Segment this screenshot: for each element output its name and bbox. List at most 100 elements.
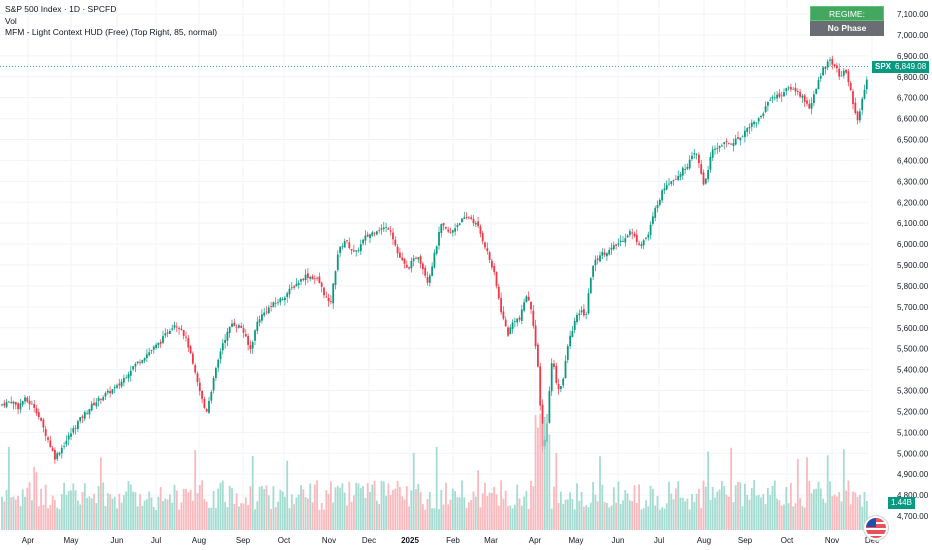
candle-body (334, 271, 337, 285)
candle-body (171, 328, 174, 330)
volume-bar (767, 487, 769, 530)
volume-bar (332, 502, 335, 530)
volume-bar (3, 501, 6, 530)
volume-bar (649, 485, 652, 530)
volume-value-tag: 1.44B (888, 497, 915, 509)
candle-body (509, 327, 512, 335)
candle-body (382, 227, 385, 230)
candle-body (26, 397, 29, 402)
candle-body (350, 248, 353, 251)
candle-body (54, 450, 56, 460)
volume-bar (83, 483, 86, 530)
candle-body (525, 296, 528, 303)
volume-bar (645, 500, 647, 530)
volume-bar (557, 502, 560, 530)
candle-body (371, 232, 374, 236)
volume-bar (37, 506, 40, 530)
volume-bar (187, 492, 190, 530)
candle-body (88, 409, 91, 415)
candle-body (8, 401, 10, 403)
candle-body (366, 234, 369, 237)
volume-bar (520, 505, 523, 530)
volume-bar (831, 496, 834, 530)
volume-bar (500, 480, 502, 530)
candle-body (495, 272, 498, 286)
candle-body (111, 389, 114, 394)
volume-bar (592, 481, 594, 530)
volume-bar (428, 491, 431, 530)
candle-body (746, 128, 749, 132)
candle-body (826, 61, 829, 68)
y-tick-label: 6,300.00 (897, 177, 929, 186)
volume-bar (826, 455, 829, 530)
volume-bar (803, 507, 806, 530)
volume-bar (272, 486, 275, 530)
candle-body (633, 233, 636, 237)
candle-body (373, 232, 376, 234)
y-tick-label: 5,000.00 (897, 449, 929, 458)
candle-body (81, 416, 84, 418)
candle-body (564, 360, 567, 379)
candle-body (665, 184, 668, 190)
candle-body (198, 382, 201, 392)
candle-body (608, 249, 611, 255)
volume-bar (97, 485, 100, 530)
volume-bar (472, 491, 475, 530)
volume-bar (201, 480, 203, 530)
volume-bar (652, 488, 654, 530)
symbol-title[interactable]: S&P 500 Index · 1D · SPCFD (5, 4, 117, 14)
volume-bar (378, 503, 381, 530)
candle-body (631, 232, 634, 234)
candle-body (730, 143, 732, 145)
volume-bar (408, 506, 410, 530)
candle-body (63, 445, 65, 447)
volume-bar (316, 480, 318, 530)
candle-body (757, 118, 760, 122)
volume-bar (477, 470, 479, 530)
volume-bar (525, 491, 528, 530)
volume-bar (580, 492, 583, 530)
candle-body (102, 397, 105, 401)
volume-bar (334, 487, 337, 530)
volume-bar (672, 499, 675, 530)
volume-indicator-label[interactable]: Vol (5, 15, 17, 26)
volume-bar (166, 499, 169, 530)
volume-bar (394, 488, 397, 530)
volume-bar (741, 506, 744, 530)
volume-bar (617, 481, 620, 530)
candle-body (550, 363, 553, 392)
candle-body (215, 368, 217, 379)
candle-body (670, 181, 673, 184)
candle-body (573, 321, 576, 330)
volume-bar (461, 480, 463, 530)
volume-bar (663, 508, 666, 530)
volume-bar (730, 447, 732, 530)
candle-body (571, 331, 574, 338)
volume-bar (405, 486, 408, 530)
volume-bar (286, 460, 289, 530)
volume-bar (171, 502, 174, 530)
y-tick-label: 6,200.00 (897, 198, 929, 207)
candle-body (258, 319, 261, 323)
candle-body (520, 309, 523, 321)
candle-body (359, 244, 362, 252)
volume-bar (856, 496, 859, 530)
y-tick-label: 6,800.00 (897, 73, 929, 82)
volume-bar (113, 496, 116, 530)
volume-bar (711, 486, 714, 530)
candle-body (599, 255, 601, 262)
volume-bar (261, 486, 263, 530)
volume-bar (208, 507, 210, 530)
x-tick-label: May (568, 536, 583, 545)
volume-bar (359, 488, 362, 530)
y-tick-label: 5,300.00 (897, 387, 929, 396)
volume-bar (120, 502, 123, 530)
hud-indicator-label[interactable]: MFM - Light Context HUD (Free) (Top Righ… (5, 27, 218, 37)
us-flag-icon[interactable] (864, 516, 888, 540)
candle-body (652, 216, 654, 224)
volume-bar (42, 504, 45, 530)
candle-body (468, 217, 470, 219)
candle-body (500, 298, 502, 313)
candle-body (254, 330, 256, 341)
